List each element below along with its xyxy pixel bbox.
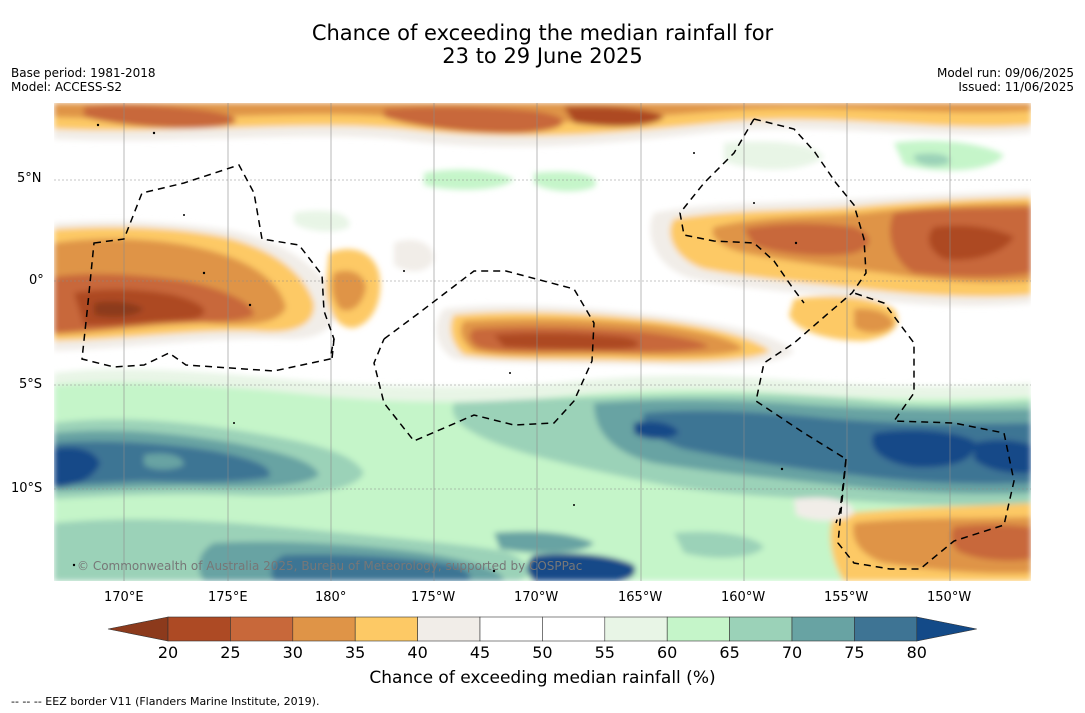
base-period-text: Base period: 1981-2018	[11, 66, 156, 80]
colorbar-segment	[230, 616, 294, 642]
lon-label-150w: 150°W	[927, 590, 972, 605]
lon-label-175w: 175°W	[411, 590, 456, 605]
colorbar-segment	[729, 616, 793, 642]
colorbar-segment	[854, 616, 918, 642]
colorbar-segment	[167, 616, 231, 642]
rainfall-map	[54, 103, 1031, 581]
rainfall-probability-field	[54, 103, 1031, 581]
copyright-text: © Commonwealth of Australia 2025, Bureau…	[77, 559, 583, 573]
colorbar	[107, 616, 977, 642]
lon-label-170e: 170°E	[104, 590, 144, 605]
colorbar-segment	[479, 616, 543, 642]
lon-label-165w: 165°W	[618, 590, 663, 605]
lon-label-160w: 160°W	[721, 590, 766, 605]
lon-label-155w: 155°W	[824, 590, 869, 605]
colorbar-segment	[791, 616, 855, 642]
colorbar-tick-label: 25	[220, 643, 241, 662]
map-title-line2: 23 to 29 June 2025	[442, 44, 643, 68]
colorbar-tick-label: 70	[781, 643, 803, 662]
lon-label-170w: 170°W	[514, 590, 559, 605]
lat-label-0: 0°	[29, 273, 44, 288]
colorbar-tick-label: 60	[657, 643, 678, 662]
eez-borders	[81, 118, 1015, 570]
colorbar-tick-label: 75	[844, 643, 865, 662]
model-run-text: Model run: 09/06/2025	[936, 66, 1074, 80]
colorbar-label: Chance of exceeding median rainfall (%)	[369, 668, 716, 688]
colorbar-tick-label: 65	[719, 643, 740, 662]
colorbar-segment	[666, 616, 730, 642]
colorbar-segment	[604, 616, 668, 642]
colorbar-tick-label: 50	[532, 643, 553, 662]
islands	[72, 123, 798, 573]
lat-label-5s: 5°S	[19, 377, 43, 392]
graticule	[54, 103, 1031, 581]
lon-label-180: 180°	[315, 590, 347, 605]
lat-label-5n: 5°N	[17, 171, 42, 186]
colorbar-tick-label: 80	[906, 643, 927, 662]
colorbar-tick-label: 35	[345, 643, 366, 662]
colorbar-segment	[542, 616, 606, 642]
colorbar-tick-label: 40	[407, 643, 428, 662]
colorbar-extend-high	[916, 616, 977, 642]
issued-text: Issued: 11/06/2025	[958, 80, 1074, 94]
colorbar-segment	[354, 616, 418, 642]
lat-label-10s: 10°S	[11, 481, 43, 496]
map-title-line1: Chance of exceeding the median rainfall …	[311, 21, 774, 45]
colorbar-segment	[292, 616, 356, 642]
colorbar-extend-low	[107, 616, 169, 642]
model-text: Model: ACCESS-S2	[11, 80, 123, 94]
colorbar-tick-label: 30	[282, 643, 303, 662]
colorbar-tick-label: 20	[157, 643, 179, 662]
colorbar-tick-label: 45	[469, 643, 491, 662]
eez-legend-text: -- -- -- EEZ border V11 (Flanders Marine…	[11, 695, 320, 708]
colorbar-tick-label: 55	[594, 643, 615, 662]
colorbar-segment	[417, 616, 481, 642]
lon-label-175e: 175°E	[208, 590, 248, 605]
